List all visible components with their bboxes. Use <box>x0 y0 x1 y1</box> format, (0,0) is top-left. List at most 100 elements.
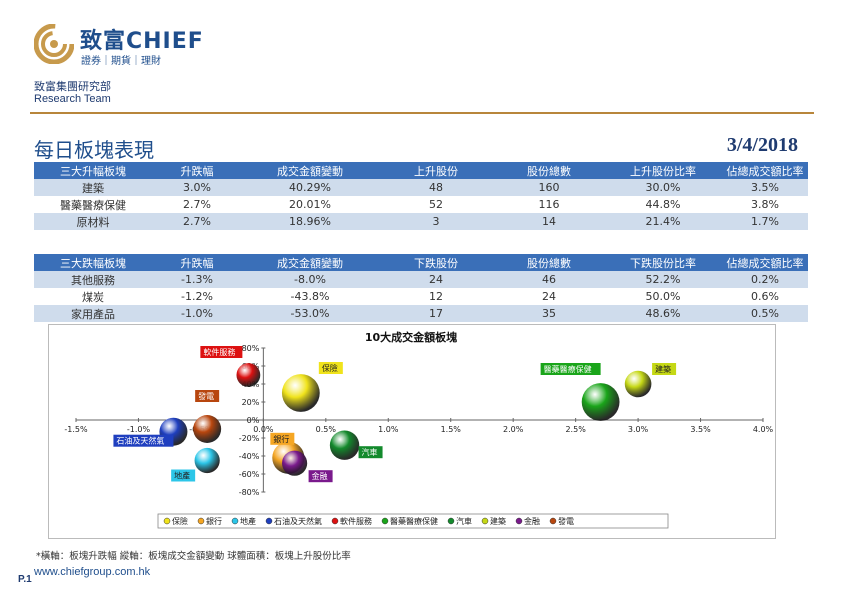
column-header: 上升股份比率 <box>604 162 722 179</box>
y-tick-label: 80% <box>242 344 260 353</box>
legend-marker <box>231 517 239 525</box>
table-cell: 160 <box>494 179 604 196</box>
table-cell: 18.96% <box>242 213 378 230</box>
table-cell: 46 <box>494 271 604 288</box>
bubble-label-box <box>270 432 295 445</box>
chief-logo-icon <box>34 24 74 64</box>
table-header-row: 三大跌幅板塊 升跌幅 成交金額變動 下跌股份 股份總數 下跌股份比率 佔總成交額… <box>34 254 808 271</box>
bubble-5 <box>581 383 620 421</box>
table-cell: 24 <box>378 271 494 288</box>
column-header: 下跌股份比率 <box>604 254 722 271</box>
top-losers-table: 三大跌幅板塊 升跌幅 成交金額變動 下跌股份 股份總數 下跌股份比率 佔總成交額… <box>34 254 808 322</box>
x-tick-label: -1.0% <box>127 425 151 434</box>
bubble-label-box <box>358 446 383 459</box>
table-cell: 原材料 <box>34 213 152 230</box>
column-header: 成交金額變動 <box>242 254 378 271</box>
legend-marker <box>265 517 273 525</box>
bubble-label: 軟件服務 <box>203 347 235 357</box>
table-row: 建築 3.0% 40.29% 48 160 30.0% 3.5% <box>34 179 808 196</box>
column-header: 上升股份 <box>378 162 494 179</box>
table-cell: -43.8% <box>242 288 378 305</box>
bubble-7 <box>624 370 652 398</box>
bubble-chart: 10大成交金額板塊 -1.5%-1.0%-0.5%0.0%0.5%1.0%1.5… <box>64 330 774 529</box>
chart-footnote: *橫軸：板塊升跌幅 縱軸：板塊成交金額變動 球體面積：板塊上升股份比率 <box>36 551 351 562</box>
bubble-9 <box>193 415 222 443</box>
x-tick-label: 1.0% <box>378 425 399 434</box>
y-tick-label: 0% <box>247 416 260 425</box>
legend-marker <box>447 517 455 525</box>
table-cell: 24 <box>494 288 604 305</box>
legend-item: 金融 <box>524 516 540 526</box>
table-cell: 建築 <box>34 179 152 196</box>
table-row: 醫藥醫療保健 2.7% 20.01% 52 116 44.8% 3.8% <box>34 196 808 213</box>
chart-legend: 保險 銀行 地產 石油及天然氣 軟件服務 醫藥醫療保健 汽車 建築 金融 發電 <box>157 513 669 529</box>
column-header: 佔總成交額比率 <box>722 254 808 271</box>
table-cell: 30.0% <box>604 179 722 196</box>
table-cell: -8.0% <box>242 271 378 288</box>
bubble-label-box <box>540 363 601 375</box>
column-header: 下跌股份 <box>378 254 494 271</box>
table-cell: 3.8% <box>722 196 808 213</box>
legend-item: 汽車 <box>456 516 472 526</box>
legend-box <box>157 513 669 529</box>
table-row: 其他服務 -1.3% -8.0% 24 46 52.2% 0.2% <box>34 271 808 288</box>
column-header: 成交金額變動 <box>242 162 378 179</box>
table-cell: -53.0% <box>242 305 378 322</box>
table-cell: 21.4% <box>604 213 722 230</box>
table-cell: 3.0% <box>152 179 242 196</box>
table-row: 原材料 2.7% 18.96% 3 14 21.4% 1.7% <box>34 213 808 230</box>
legend-item: 石油及天然氣 <box>274 516 322 526</box>
chart-frame <box>48 324 776 539</box>
bubble-label: 汽車 <box>362 447 378 457</box>
bubble-6 <box>329 430 360 460</box>
x-tick-label: 0.0% <box>253 425 274 434</box>
table-cell: -1.3% <box>152 271 242 288</box>
column-header: 三大升幅板塊 <box>34 162 152 179</box>
bubble-label: 金融 <box>312 471 328 481</box>
bubble-2 <box>194 447 220 474</box>
bubble-label: 地產 <box>174 471 190 481</box>
page-number: P.1 <box>18 574 32 585</box>
table-cell: 2.7% <box>152 213 242 230</box>
y-tick-label: -40% <box>239 452 260 461</box>
company-logo: 致富CHIEF 證券｜期貨｜理財 <box>34 22 234 68</box>
legend-item: 發電 <box>558 517 574 526</box>
table-cell: 52 <box>378 196 494 213</box>
bubble-0 <box>281 374 320 412</box>
column-header: 股份總數 <box>494 254 604 271</box>
table-row: 家用產品 -1.0% -53.0% 17 35 48.6% 0.5% <box>34 305 808 322</box>
table-cell: 48 <box>378 179 494 196</box>
table-cell: 3.5% <box>722 179 808 196</box>
y-tick-label: -80% <box>239 488 260 497</box>
legend-marker <box>515 517 523 525</box>
department-name-cn: 致富集團研究部 <box>34 80 111 93</box>
bubble-label-box <box>195 390 220 402</box>
legend-item: 建築 <box>490 516 506 526</box>
table-cell: 20.01% <box>242 196 378 213</box>
legend-item: 地產 <box>240 516 256 526</box>
table-cell: 52.2% <box>604 271 722 288</box>
bubble-label-box <box>318 362 343 374</box>
top-gainers-table: 三大升幅板塊 升跌幅 成交金額變動 上升股份 股份總數 上升股份比率 佔總成交額… <box>34 162 808 230</box>
website-link[interactable]: www.chiefgroup.com.hk <box>34 566 151 578</box>
bubble-label: 醫藥醫療保健 <box>544 364 592 374</box>
x-tick-label: 0.5% <box>316 425 337 434</box>
table-cell: 12 <box>378 288 494 305</box>
page-title: 每日板塊表現 <box>34 138 154 162</box>
y-tick-label: -20% <box>239 434 260 443</box>
column-header: 升跌幅 <box>152 162 242 179</box>
table-cell: 14 <box>494 213 604 230</box>
bubble-label-box <box>308 470 333 483</box>
table-header-row: 三大升幅板塊 升跌幅 成交金額變動 上升股份 股份總數 上升股份比率 佔總成交額… <box>34 162 808 179</box>
y-tick-label: 20% <box>242 398 260 407</box>
bubble-label-box <box>200 346 243 358</box>
table-cell: 家用產品 <box>34 305 152 322</box>
table-cell: 40.29% <box>242 179 378 196</box>
bubble-label-box <box>171 469 196 482</box>
table-cell: 0.6% <box>722 288 808 305</box>
column-header: 三大跌幅板塊 <box>34 254 152 271</box>
x-tick-label: 2.5% <box>565 425 586 434</box>
report-date: 3/4/2018 <box>726 134 798 156</box>
table-cell: 煤炭 <box>34 288 152 305</box>
